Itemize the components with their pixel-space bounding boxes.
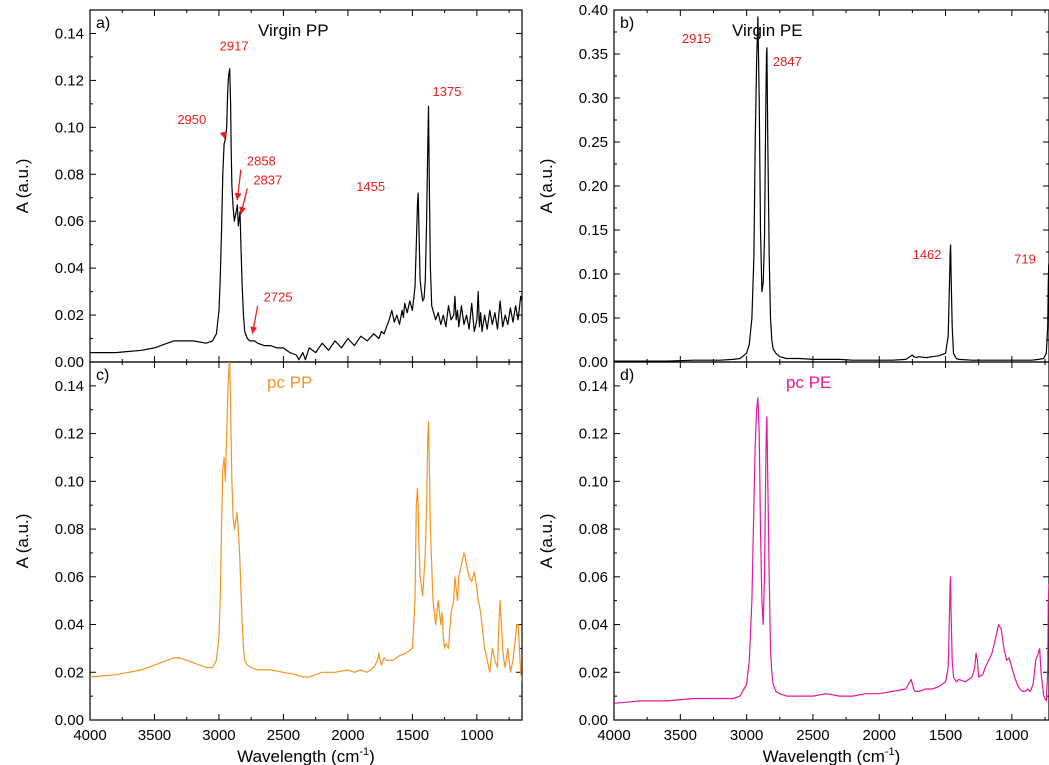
spectrum-line: [90, 68, 522, 361]
panel-title: pc PP: [267, 373, 312, 392]
panel-3: 0.00 0.02 0.04 0.06 0.08 0.10 0.12 0.14 4000 3500…: [13, 361, 523, 765]
y-tick-label: 0.04: [55, 617, 84, 634]
plot-frame: [613, 361, 1049, 721]
y-tick-label: 0.12: [579, 426, 608, 443]
y-tick-label: 0.10: [579, 473, 608, 490]
peak-annotation: 2915: [682, 31, 711, 46]
y-axis-label: A (a.u.): [13, 514, 32, 569]
annotation-arrowhead: [239, 206, 246, 215]
y-tick-label: 0.15: [579, 222, 608, 239]
panel-title: Virgin PE: [732, 21, 803, 40]
y-axis-label: A (a.u.): [537, 514, 556, 569]
panel-label: c): [96, 367, 109, 384]
y-tick-label: 0.04: [55, 260, 84, 277]
y-tick-label: 0.05: [579, 310, 608, 327]
y-tick-label: 0.08: [55, 521, 84, 538]
x-tick-label: 2500: [267, 727, 300, 744]
x-tick-label: 3000: [730, 727, 763, 744]
x-tick-label: 4000: [73, 727, 106, 744]
y-tick-label: 0.06: [55, 213, 84, 230]
peak-annotation: 1375: [433, 84, 462, 99]
plot-frame: [89, 9, 523, 363]
panel-label: a): [96, 15, 110, 32]
y-tick-label: 0.10: [55, 473, 84, 490]
x-axis-label: Wavelength (cm-1): [763, 746, 901, 765]
y-tick-label: 0.14: [55, 378, 84, 395]
x-tick-label: 1500: [929, 727, 962, 744]
x-tick-label: 3500: [664, 727, 697, 744]
peak-annotation: 2858: [247, 154, 276, 169]
x-tick-label: 3000: [202, 727, 235, 744]
y-tick-label: 0.14: [579, 378, 608, 395]
y-axis-label: A (a.u.): [13, 159, 32, 214]
y-tick-label: 0.12: [55, 426, 84, 443]
y-tick-label: 0.10: [55, 119, 84, 136]
y-tick-label: 0.12: [55, 72, 84, 89]
y-tick-label: 0.08: [579, 521, 608, 538]
y-tick-label: 0.02: [55, 307, 84, 324]
peak-annotation: 2917: [220, 39, 249, 54]
y-tick-label: 0.00: [55, 354, 84, 371]
y-tick-label: 0.25: [579, 134, 608, 151]
x-axis-label: Wavelength (cm-1): [237, 746, 375, 765]
x-tick-label: 1000: [460, 727, 493, 744]
panel-label: d): [620, 367, 634, 384]
plot-frame: [613, 9, 1049, 363]
peak-annotation: 719: [1014, 251, 1036, 266]
panel-label: b): [620, 15, 634, 32]
y-axis-label: A (a.u.): [537, 159, 556, 214]
x-tick-label: 2500: [796, 727, 829, 744]
y-tick-label: 0.06: [55, 569, 84, 586]
peak-annotation: 1462: [913, 247, 942, 262]
x-tick-label: 3500: [138, 727, 171, 744]
x-tick-label: 4000: [597, 727, 630, 744]
annotation-arrowhead: [219, 131, 227, 140]
x-tick-label: 2000: [331, 727, 364, 744]
annotation-arrowhead: [250, 326, 258, 334]
y-tick-label: 0.00: [55, 712, 84, 729]
y-tick-label: 0.14: [55, 25, 84, 42]
annotation-arrowhead: [234, 192, 242, 201]
y-tick-label: 0.02: [579, 664, 608, 681]
y-tick-label: 0.00: [579, 712, 608, 729]
peak-annotation: 2950: [177, 112, 206, 127]
y-tick-label: 0.00: [579, 354, 608, 371]
x-tick-label: 1000: [995, 727, 1028, 744]
x-tick-label: 2000: [863, 727, 896, 744]
y-tick-label: 0.08: [55, 166, 84, 183]
y-tick-label: 0.35: [579, 46, 608, 63]
y-tick-label: 0.20: [579, 178, 608, 195]
peak-annotation: 2837: [253, 172, 282, 187]
spectrum-line: [614, 16, 1049, 362]
y-tick-label: 0.30: [579, 90, 608, 107]
panel-title: Virgin PP: [258, 21, 329, 40]
peak-annotation: 2725: [264, 290, 293, 305]
spectrum-line: [90, 362, 522, 682]
panel-4: 0.00 0.02 0.04 0.06 0.08 0.10 0.12 0.14 4000 3500…: [537, 361, 1049, 765]
panel-title: pc PE: [786, 373, 831, 392]
peak-annotation: 1455: [356, 179, 385, 194]
spectrum-line: [614, 397, 1049, 704]
y-tick-label: 0.40: [579, 2, 608, 19]
plot-frame: [89, 361, 523, 721]
panel-2: 0.00 0.05 0.10 0.15 0.20 0.25 0.30 0.35 0.40 A (a…: [537, 2, 1049, 371]
y-tick-label: 0.02: [55, 664, 84, 681]
y-tick-label: 0.10: [579, 266, 608, 283]
panel-1: 0.00 0.02 0.04 0.06 0.08 0.10 0.12 0.14 A (a.u.)…: [13, 9, 523, 371]
y-tick-label: 0.06: [579, 569, 608, 586]
peak-annotation: 2847: [773, 54, 802, 69]
x-tick-label: 1500: [396, 727, 429, 744]
y-tick-label: 0.04: [579, 617, 608, 634]
